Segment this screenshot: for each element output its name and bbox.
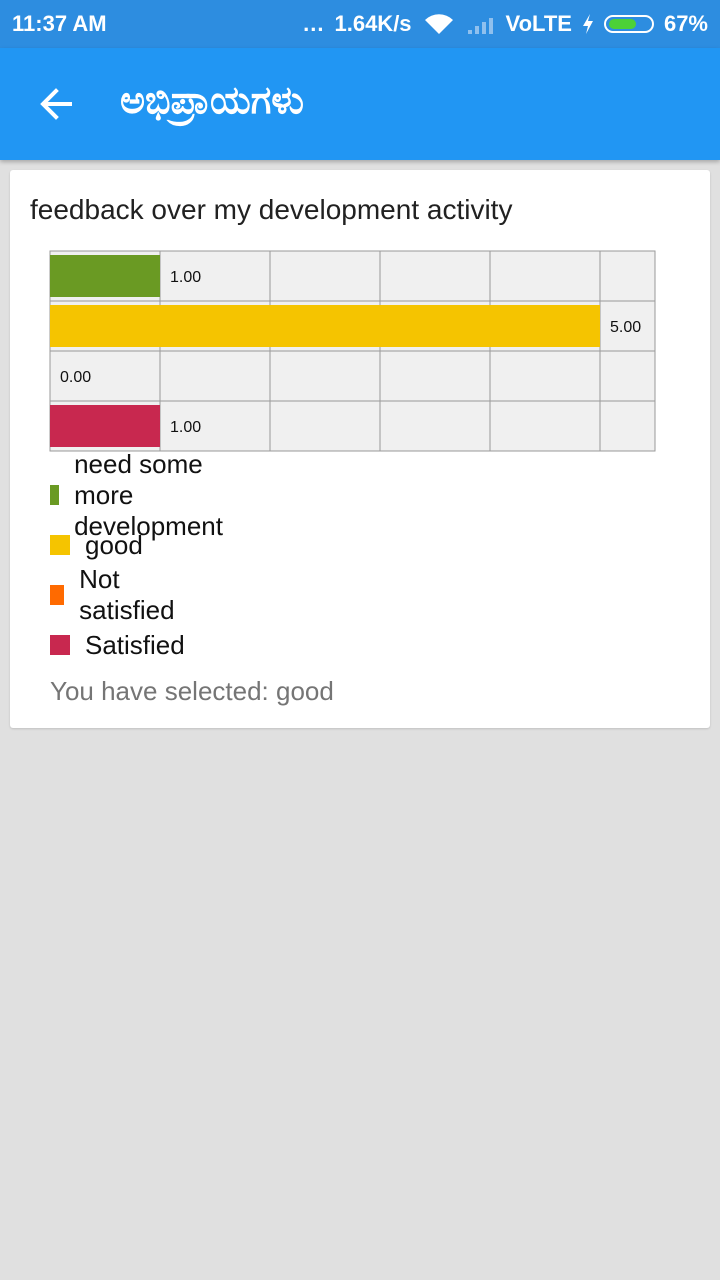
- wifi-icon: [424, 14, 453, 34]
- legend-swatch: [50, 535, 70, 555]
- bar-value-label-0: 1.00: [170, 269, 201, 286]
- bar-value-label-1: 5.00: [610, 319, 641, 336]
- bar-value-label-2: 0.00: [60, 369, 91, 386]
- chart-title: feedback over my development activity: [30, 194, 513, 225]
- legend-item: need some more development: [50, 449, 234, 541]
- charging-icon: [582, 14, 593, 34]
- bar-1: [50, 305, 600, 347]
- app-bar: ಅಭಿಪ್ರಾಯಗಳು: [0, 48, 720, 160]
- feedback-bar-chart: 1.00 5.00 0.00 1.00: [49, 250, 656, 452]
- legend-label: need some more development: [74, 448, 223, 541]
- feedback-card: feedback over my development activity 1.…: [10, 170, 710, 728]
- bar-value-label-3: 1.00: [170, 419, 201, 436]
- legend-label: good: [85, 529, 143, 560]
- battery-icon: [603, 15, 654, 33]
- status-bar: 11:37 AM ... 1.64K/s VoLTE 67%: [0, 0, 720, 48]
- back-arrow-icon[interactable]: [36, 84, 76, 124]
- legend-swatch: [50, 635, 70, 655]
- status-right: ... 1.64K/s VoLTE 67%: [303, 11, 708, 37]
- signal-icon: [467, 18, 493, 34]
- legend-item: Satisfied: [50, 630, 185, 660]
- status-dots: ...: [303, 11, 325, 36]
- volte-label: VoLTE: [505, 11, 572, 36]
- legend-item: good: [50, 530, 143, 560]
- selected-text: You have selected: good: [50, 676, 334, 706]
- bar-3: [50, 405, 160, 447]
- status-time: 11:37 AM: [12, 11, 107, 36]
- network-speed: 1.64K/s: [334, 11, 412, 36]
- legend-item: Not satisfied: [50, 564, 180, 625]
- battery-percent: 67%: [663, 11, 708, 36]
- page-title: ಅಭಿಪ್ರಾಯಗಳು: [120, 78, 304, 122]
- bar-0: [50, 255, 160, 297]
- legend-swatch: [50, 485, 60, 505]
- legend-label: Not satisfied: [79, 564, 175, 625]
- legend-swatch: [50, 585, 65, 605]
- legend-label: Satisfied: [85, 629, 185, 660]
